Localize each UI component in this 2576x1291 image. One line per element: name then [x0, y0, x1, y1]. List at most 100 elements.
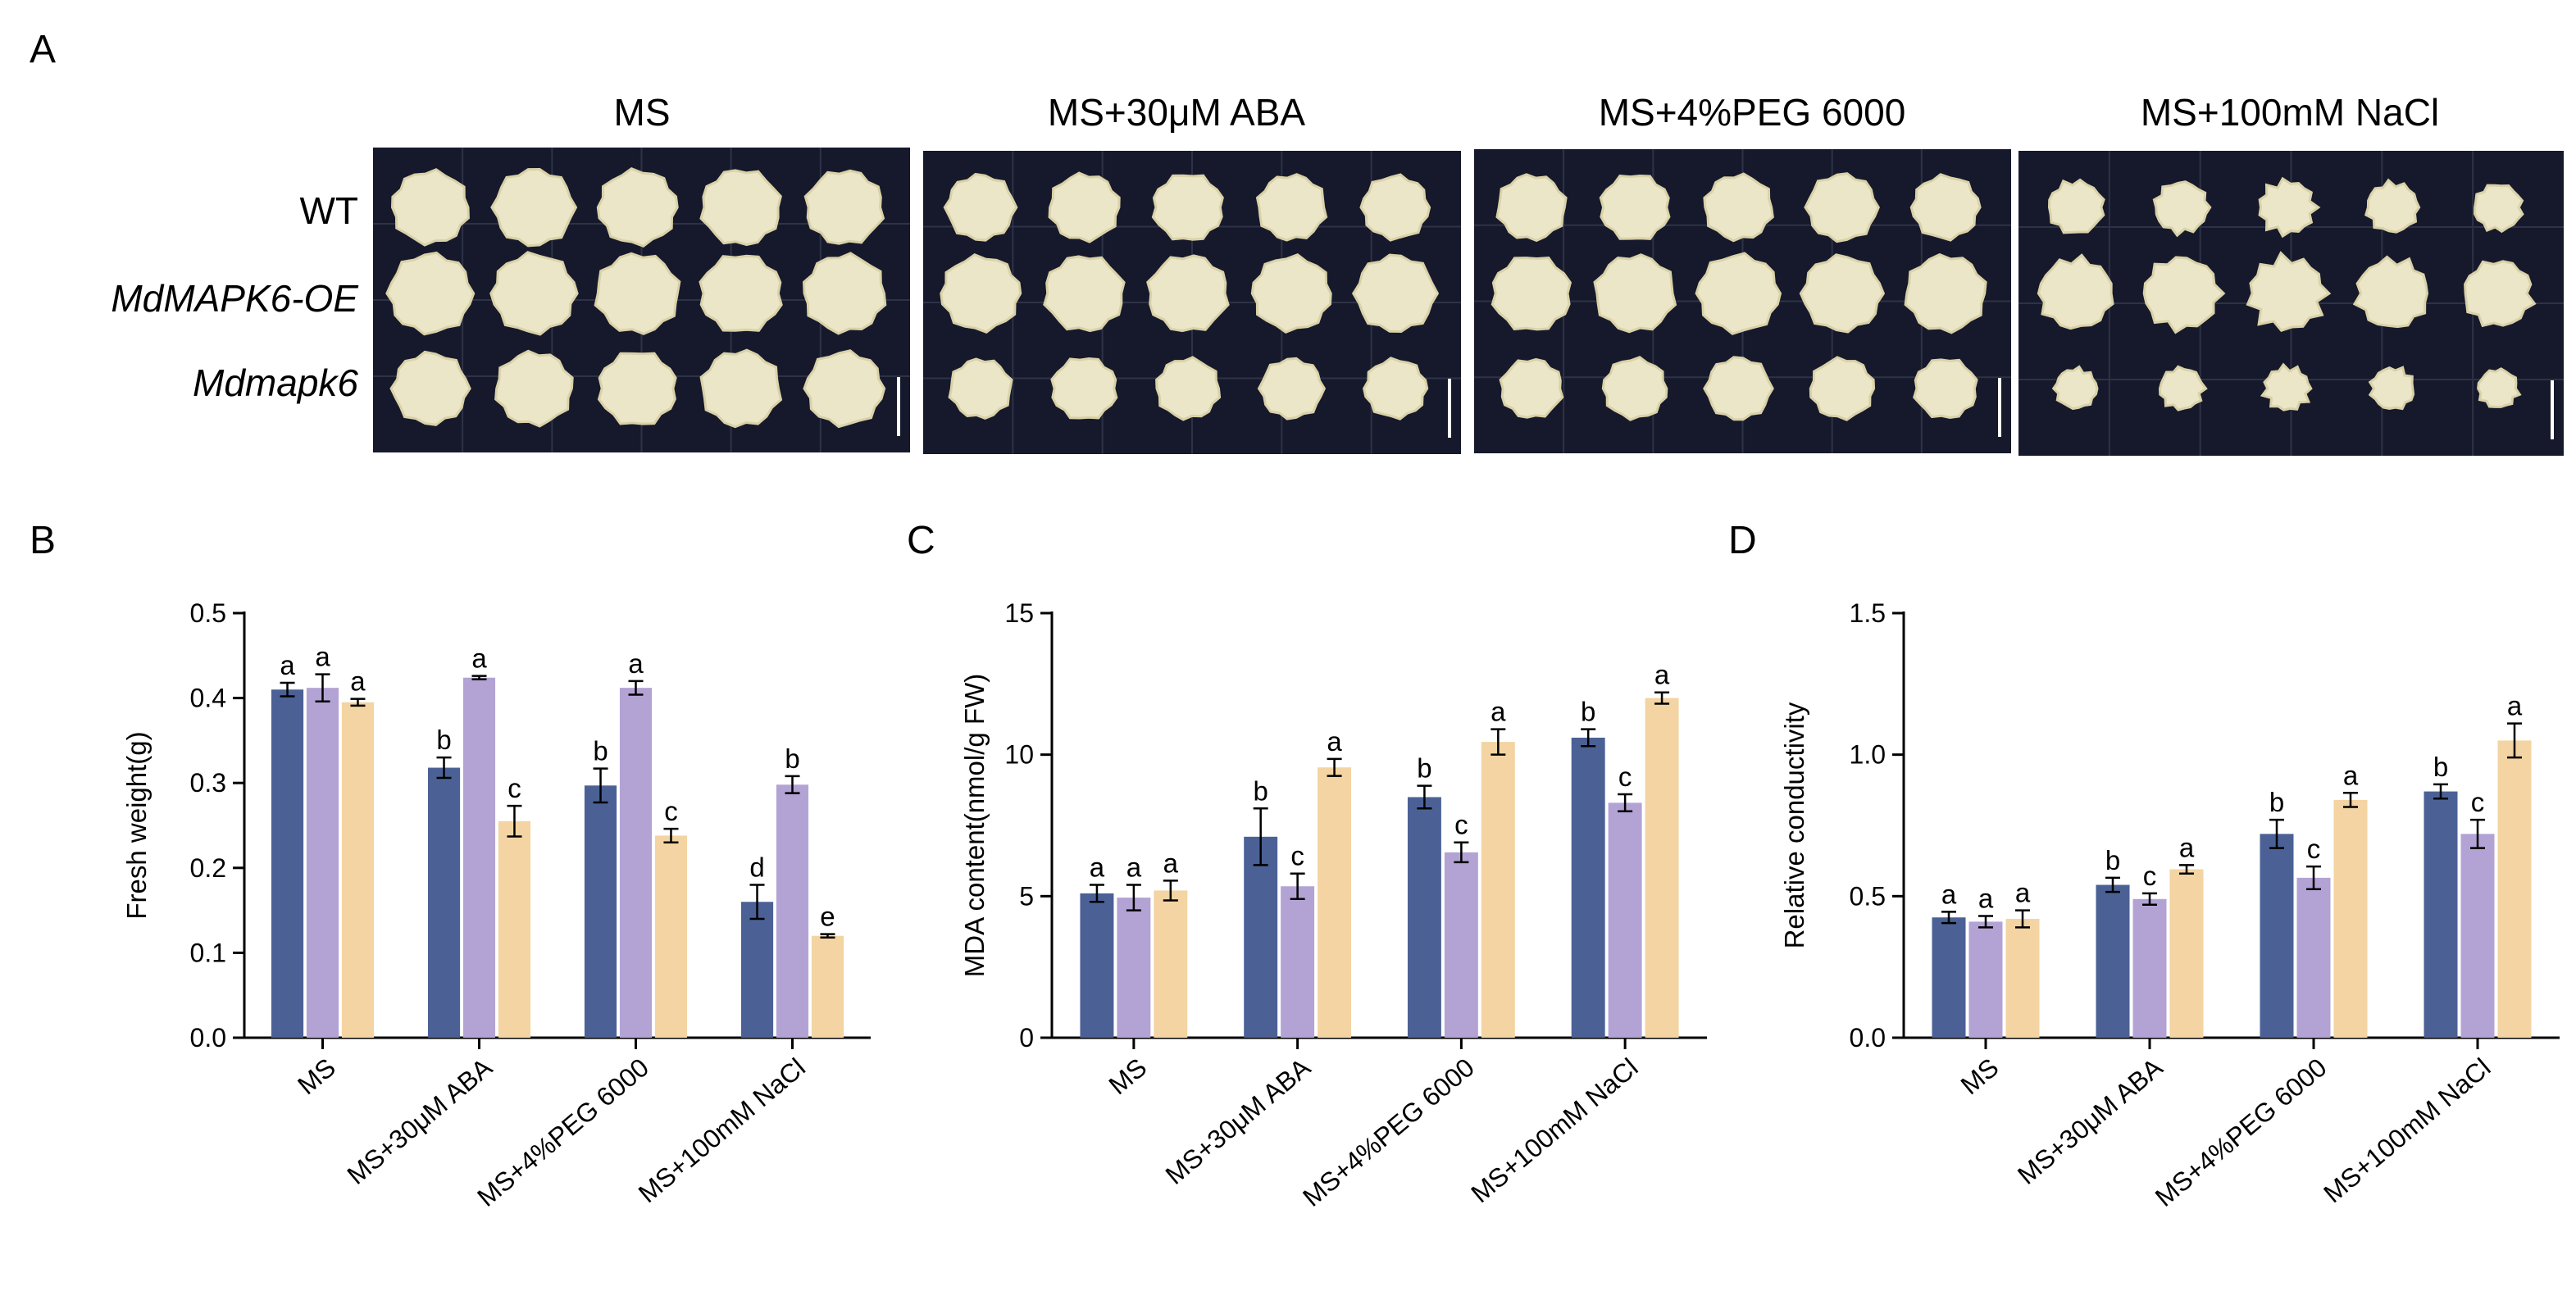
bar	[584, 785, 617, 1038]
callus	[803, 169, 885, 245]
significance-label: c	[1454, 810, 1468, 840]
bar	[462, 677, 496, 1038]
bar	[2005, 918, 2040, 1038]
x-tick-label: MS	[1955, 1052, 2005, 1100]
bar	[1154, 890, 1188, 1038]
significance-label: b	[593, 736, 608, 766]
significance-label: d	[749, 852, 764, 883]
bar	[2260, 834, 2294, 1038]
bar	[1407, 797, 1441, 1038]
callus	[490, 167, 578, 248]
bar	[811, 935, 844, 1038]
bar	[306, 688, 339, 1038]
callus	[1809, 356, 1876, 421]
bar	[427, 767, 461, 1038]
callus	[1593, 253, 1677, 334]
bar	[1117, 898, 1151, 1038]
significance-label: a	[315, 642, 330, 672]
callus	[1250, 253, 1332, 334]
significance-label: c	[2471, 787, 2485, 817]
callus	[489, 251, 579, 336]
panel-letter-a: A	[30, 28, 56, 71]
bar	[2424, 791, 2458, 1038]
callus	[2352, 255, 2429, 329]
callus	[390, 168, 470, 247]
callus	[699, 169, 782, 247]
x-tick-label: MS+100mM NaCl	[2318, 1052, 2496, 1208]
callus	[1804, 172, 1880, 243]
y-axis-label: Relative conductivity	[1779, 702, 1809, 948]
callus	[1363, 357, 1429, 420]
condition-title-peg: MS+4%PEG 6000	[1599, 91, 1906, 134]
callus	[2037, 253, 2114, 330]
bar	[1444, 852, 1478, 1038]
y-tick-label: 0.2	[190, 853, 226, 883]
row-label-wt: WT	[299, 189, 358, 232]
y-tick-label: 5	[1019, 881, 1034, 911]
significance-label: c	[1618, 761, 1632, 792]
photo-plate	[1474, 149, 2011, 453]
bar	[1968, 921, 2003, 1038]
y-tick-label: 10	[1004, 740, 1034, 770]
bar	[1281, 886, 1315, 1038]
callus	[1048, 171, 1121, 243]
significance-label: a	[1654, 660, 1670, 690]
bar	[271, 689, 304, 1038]
callus	[2158, 365, 2208, 411]
x-tick-label: MS+4%PEG 6000	[2150, 1052, 2333, 1212]
callus	[1601, 356, 1668, 421]
callus	[594, 252, 681, 335]
significance-label: a	[471, 643, 487, 674]
x-tick-label: MS+100mM NaCl	[633, 1052, 811, 1208]
callus	[597, 352, 677, 425]
bar	[1080, 893, 1114, 1038]
x-tick-label: MS+30μM ABA	[341, 1052, 498, 1189]
significance-label: c	[664, 796, 678, 826]
significance-label: b	[2105, 845, 2120, 875]
significance-label: a	[1491, 697, 1506, 727]
callus	[2473, 184, 2524, 234]
bar	[2096, 884, 2130, 1038]
callus	[1491, 257, 1572, 331]
callus	[1904, 252, 1987, 334]
bar	[619, 688, 653, 1038]
significance-label: c	[1290, 841, 1304, 871]
significance-label: e	[820, 902, 835, 932]
bar	[2296, 877, 2331, 1038]
y-tick-label: 0.5	[1850, 881, 1886, 911]
bar	[498, 821, 531, 1038]
condition-title-ms: MS	[614, 91, 671, 134]
x-tick-label: MS+30μM ABA	[1160, 1052, 1317, 1189]
significance-label: b	[2269, 787, 2284, 817]
significance-label: a	[2015, 878, 2031, 908]
callus	[2368, 366, 2415, 411]
y-tick-label: 0.4	[190, 684, 226, 713]
bar	[654, 835, 688, 1038]
photo-plate	[2018, 151, 2564, 456]
callus	[1695, 252, 1782, 335]
bar	[2497, 740, 2532, 1038]
bar	[2460, 834, 2495, 1038]
callus	[1043, 255, 1126, 333]
bar	[776, 784, 809, 1038]
row-label-mutant: Mdmapk6	[193, 361, 358, 404]
y-axis-label: MDA content(nmol/g FW)	[959, 674, 990, 977]
callus-photo-panel	[373, 148, 2564, 456]
callus	[1909, 173, 1982, 242]
significance-label: a	[1327, 726, 1342, 757]
callus	[1255, 173, 1328, 242]
significance-label: a	[2179, 832, 2195, 862]
significance-label: a	[1941, 879, 1957, 909]
panel-letter-d: D	[1728, 519, 1757, 562]
bar	[1318, 767, 1352, 1038]
significance-label: a	[1978, 884, 1994, 914]
callus	[2152, 180, 2212, 238]
significance-label: a	[350, 666, 366, 697]
y-tick-label: 0.5	[190, 598, 226, 628]
callus	[2051, 365, 2099, 411]
y-axis-label: Fresh weight(g)	[121, 731, 152, 919]
significance-label: a	[2507, 691, 2523, 721]
